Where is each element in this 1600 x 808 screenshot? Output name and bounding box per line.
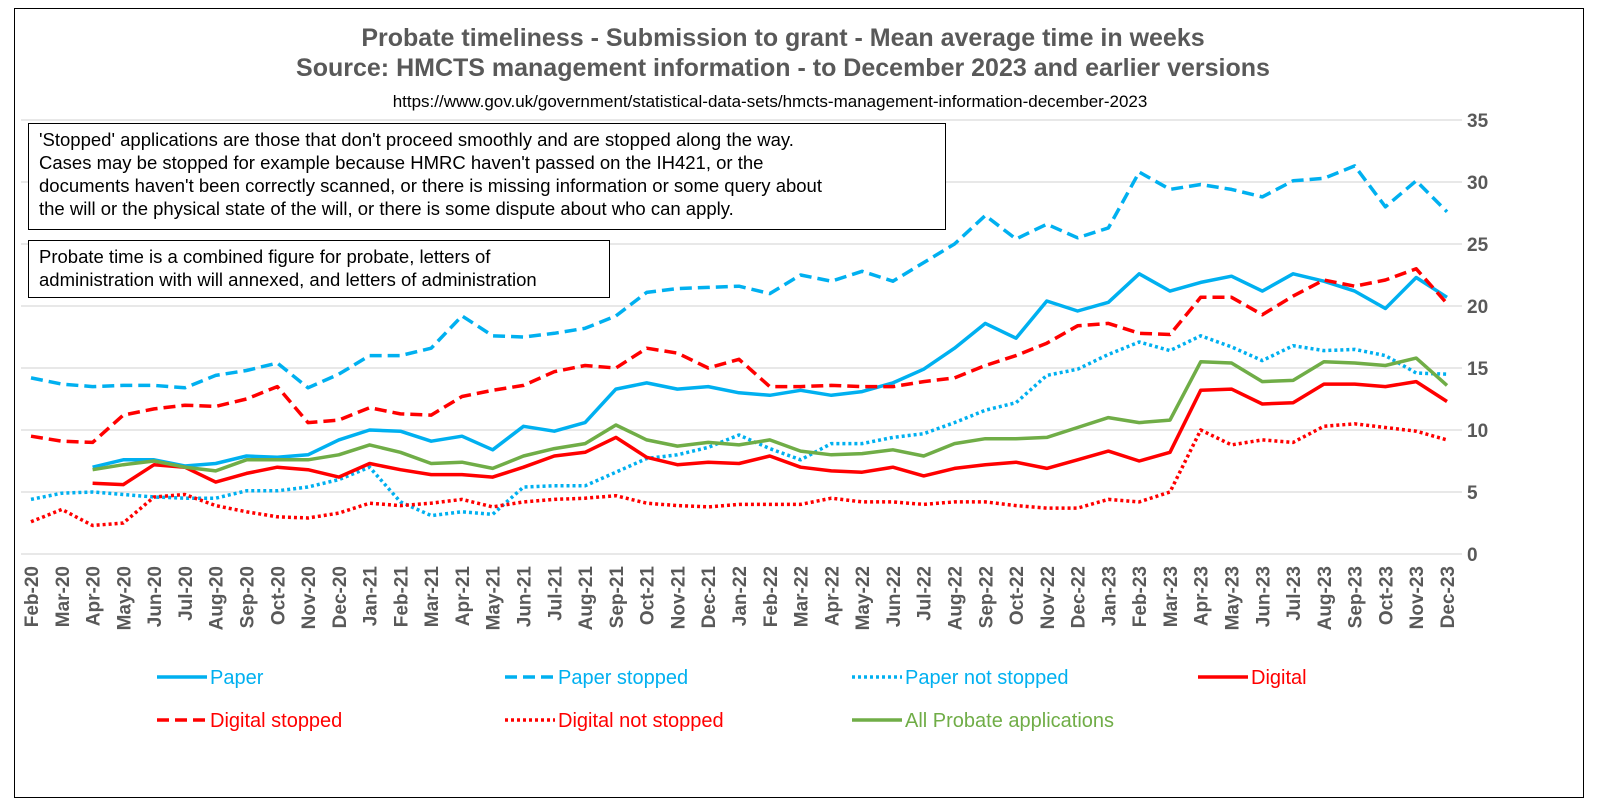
x-tick-label-41: Jul-23: [1284, 566, 1305, 621]
y-tick-label-5: 25: [1467, 235, 1489, 256]
x-tick-label-16: Jun-21: [515, 566, 536, 628]
x-tick-label-34: Dec-22: [1069, 566, 1090, 628]
x-tick-label-30: Aug-22: [945, 566, 966, 630]
x-tick-label-32: Oct-22: [1007, 566, 1028, 625]
chart-subtitle: Source: HMCTS management information - t…: [296, 54, 1270, 82]
series-line-digital-not-stopped: [30, 422, 1448, 528]
x-tick-label-8: Oct-20: [268, 566, 289, 625]
x-tick-label-4: Jun-20: [145, 566, 166, 627]
x-tick-label-13: Mar-21: [422, 566, 443, 628]
x-tick-label-12: Feb-21: [391, 566, 412, 628]
legend: Paper Paper stopped Paper not stopped Digit…: [157, 667, 1307, 732]
legend-label-digital-not-stopped: Digital not stopped: [558, 710, 724, 732]
x-tick-label-28: Jun-22: [884, 566, 905, 627]
series-line-digital-stopped: [30, 267, 1449, 445]
y-tick-label-2: 10: [1467, 421, 1488, 442]
x-tick-label-29: Jul-22: [915, 566, 936, 621]
x-tick-label-42: Aug-23: [1315, 566, 1336, 630]
series-line-paper-not-stopped: [30, 334, 1448, 518]
y-tick-label-1: 5: [1467, 483, 1478, 504]
y-tick-label-3: 15: [1467, 359, 1489, 380]
x-axis-ticks: Feb-20 Mar-20 Apr-20 May-20 Jun-20 Jul-20 Aug-…: [22, 566, 1459, 631]
legend-label-paper: Paper: [210, 667, 264, 689]
x-tick-label-33: Nov-22: [1038, 566, 1059, 629]
x-tick-label-17: Jul-21: [545, 566, 566, 621]
x-tick-label-15: May-21: [484, 566, 505, 631]
x-tick-label-6: Aug-20: [207, 566, 228, 630]
legend-label-digital: Digital: [1251, 667, 1307, 689]
x-tick-label-14: Apr-21: [453, 566, 474, 627]
x-tick-label-19: Sep-21: [607, 566, 628, 629]
x-tick-label-44: Oct-23: [1376, 566, 1397, 625]
x-tick-label-2: Apr-20: [84, 566, 105, 626]
x-tick-label-7: Sep-20: [237, 566, 258, 628]
x-tick-label-46: Dec-23: [1438, 566, 1459, 628]
x-tick-label-37: Mar-23: [1161, 566, 1182, 627]
series-line-paper-stopped: [30, 164, 1449, 390]
x-tick-label-26: Apr-22: [822, 566, 843, 626]
chart-title: Probate timeliness - Submission to grant…: [361, 24, 1204, 52]
legend-label-paper-not-stopped: Paper not stopped: [905, 667, 1068, 689]
x-tick-label-3: May-20: [114, 566, 135, 630]
series-line-digital: [92, 379, 1448, 487]
x-tick-label-20: Oct-21: [638, 566, 659, 626]
gridlines: [21, 119, 1462, 555]
x-tick-label-5: Jul-20: [176, 566, 197, 621]
x-tick-label-10: Dec-20: [330, 566, 351, 628]
x-tick-label-21: Nov-21: [668, 566, 689, 630]
legend-label-digital-stopped: Digital stopped: [210, 710, 342, 732]
y-tick-label-6: 30: [1467, 173, 1488, 194]
y-tick-label-7: 35: [1467, 111, 1489, 132]
x-tick-label-43: Sep-23: [1346, 566, 1367, 628]
x-tick-label-40: Jun-23: [1253, 566, 1274, 627]
x-tick-label-0: Feb-20: [22, 566, 43, 627]
y-axis-ticks: 0 5 10 15 20 25 30 35: [1467, 111, 1489, 566]
x-tick-label-35: Jan-23: [1099, 566, 1120, 626]
series-lines: [30, 164, 1449, 528]
y-tick-label-4: 20: [1467, 297, 1488, 318]
probate-time-note: Probate time is a combined figure for pr…: [28, 240, 610, 298]
legend-label-all-probate-applications: All Probate applications: [905, 710, 1114, 732]
x-tick-label-38: Apr-23: [1192, 566, 1213, 626]
x-tick-label-11: Jan-21: [361, 566, 382, 627]
x-tick-label-1: Mar-20: [53, 566, 74, 627]
x-tick-label-18: Aug-21: [576, 566, 597, 631]
x-tick-label-45: Nov-23: [1407, 566, 1428, 629]
x-tick-label-22: Dec-21: [699, 566, 720, 629]
x-tick-label-24: Feb-22: [761, 566, 782, 627]
x-tick-label-9: Nov-20: [299, 566, 320, 629]
legend-label-paper-stopped: Paper stopped: [558, 667, 688, 689]
series-line-all-probate-applications: [92, 356, 1449, 473]
source-url: https://www.gov.uk/government/statistica…: [393, 92, 1148, 111]
x-tick-label-27: May-22: [853, 566, 874, 630]
x-tick-label-25: Mar-22: [792, 566, 813, 627]
x-tick-label-39: May-23: [1223, 566, 1244, 630]
stopped-note: 'Stopped' applications are those that do…: [28, 123, 946, 230]
x-tick-label-36: Feb-23: [1130, 566, 1151, 627]
y-tick-label-0: 0: [1467, 545, 1478, 566]
x-tick-label-31: Sep-22: [976, 566, 997, 628]
x-tick-label-23: Jan-22: [730, 566, 751, 626]
series-line-paper: [92, 272, 1448, 469]
